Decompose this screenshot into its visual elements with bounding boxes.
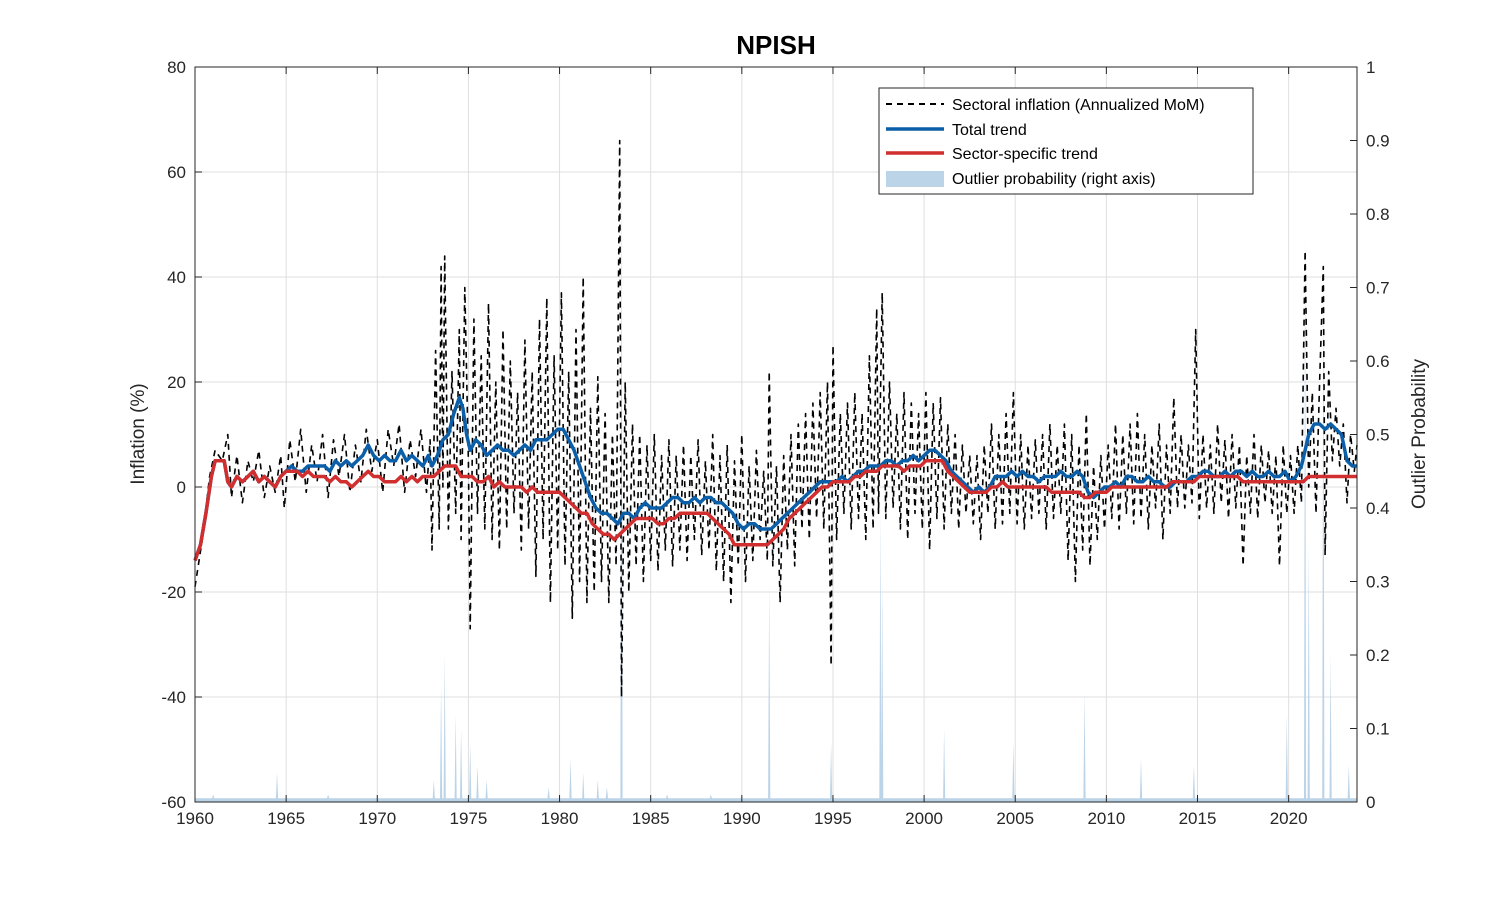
y-axis-left: -60 -40 -20 0 20 40 60 80 xyxy=(161,58,202,812)
y-axis-right: 0 0.1 0.2 0.3 0.4 0.5 0.6 0.7 0.8 0.9 1 xyxy=(1350,58,1390,812)
legend-label-outlier: Outlier probability (right axis) xyxy=(952,171,1156,188)
y-right-tick-label: 0.9 xyxy=(1366,132,1390,151)
legend-box xyxy=(878,87,1254,195)
chart-title: NPISH xyxy=(736,30,815,60)
x-tick-label: 2000 xyxy=(905,809,943,828)
series-lines xyxy=(193,139,1358,698)
legend-swatch-outlier xyxy=(886,171,944,187)
y-right-tick-label: 0.8 xyxy=(1366,205,1390,224)
y-right-tick-label: 0.2 xyxy=(1366,646,1390,665)
y-right-tick-label: 1 xyxy=(1366,58,1375,77)
y-tick-label: 0 xyxy=(177,478,186,497)
y-right-tick-label: 0.3 xyxy=(1366,573,1390,592)
y-tick-label: 80 xyxy=(167,58,186,77)
y-right-tick-label: 0.7 xyxy=(1366,279,1390,298)
y-tick-label: -60 xyxy=(161,793,186,812)
y-tick-label: 40 xyxy=(167,268,186,287)
y-axis-label: Inflation (%) xyxy=(128,383,149,484)
y-right-tick-label: 0.5 xyxy=(1366,426,1390,445)
y-right-tick-label: 0.6 xyxy=(1366,352,1390,371)
x-tick-label: 2020 xyxy=(1270,809,1308,828)
legend: Sectoral inflation (Annualized MoM) Tota… xyxy=(878,87,1254,195)
x-tick-label: 1975 xyxy=(449,809,487,828)
x-tick-label: 1995 xyxy=(814,809,852,828)
y-tick-label: -20 xyxy=(161,583,186,602)
x-tick-label: 2015 xyxy=(1179,809,1217,828)
x-tick-label: 1980 xyxy=(541,809,579,828)
y-axis-right-label: Outlier Probability xyxy=(1409,359,1430,509)
x-tick-label: 1990 xyxy=(723,809,761,828)
legend-label-total-trend: Total trend xyxy=(952,122,1027,139)
y-right-tick-label: 0.1 xyxy=(1366,720,1390,739)
x-tick-label: 2005 xyxy=(996,809,1034,828)
y-tick-label: -40 xyxy=(161,688,186,707)
series-line-sectoral-inflation xyxy=(194,139,1358,698)
x-tick-label: 1965 xyxy=(267,809,305,828)
x-tick-label: 1960 xyxy=(176,809,214,828)
x-tick-label: 2010 xyxy=(1087,809,1125,828)
y-tick-label: 20 xyxy=(167,373,186,392)
x-tick-label: 1970 xyxy=(358,809,396,828)
x-axis: 1960 1965 1970 1975 1980 1985 1990 1995 2000 2005… xyxy=(176,67,1308,828)
y-tick-label: 60 xyxy=(167,163,186,182)
x-tick-label: 1985 xyxy=(632,809,670,828)
legend-label-sectoral: Sectoral inflation (Annualized MoM) xyxy=(952,97,1205,114)
series-line-sector-specific-trend xyxy=(193,459,1357,562)
y-right-tick-label: 0.4 xyxy=(1366,499,1390,518)
y-right-tick-label: 0 xyxy=(1366,793,1375,812)
legend-label-sector-trend: Sector-specific trend xyxy=(952,146,1098,163)
